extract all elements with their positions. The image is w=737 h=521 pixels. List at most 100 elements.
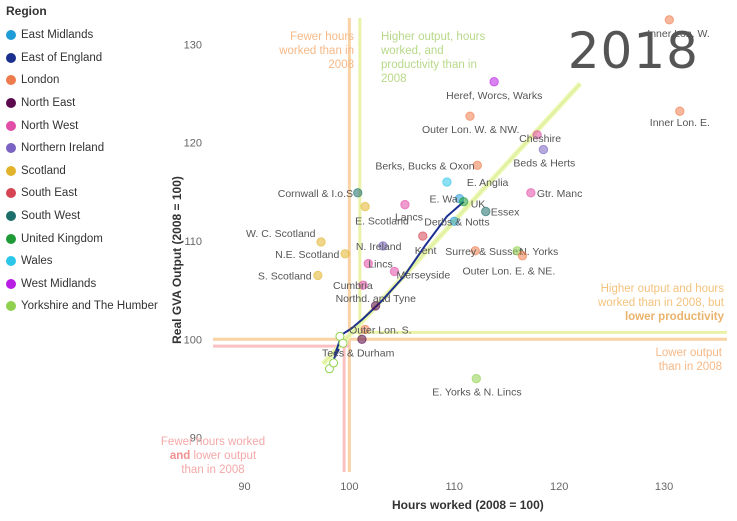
scatter-point <box>481 206 491 217</box>
legend-label: North East <box>21 97 76 110</box>
legend-item[interactable]: London <box>6 69 166 92</box>
note-fewer-hours-lower-output: Fewer hours worked and lower output than… <box>160 435 266 477</box>
legend-item[interactable]: West Midlands <box>6 273 166 296</box>
legend-label: Scotland <box>21 164 66 177</box>
y-tick-label: 90 <box>190 433 202 445</box>
scatter-point <box>664 15 675 25</box>
scatter-point <box>378 241 388 251</box>
year-label: 2018 <box>567 22 699 80</box>
legend-item[interactable]: South East <box>6 182 166 205</box>
scatter-point <box>675 106 685 116</box>
legend-item[interactable]: North East <box>6 92 166 115</box>
scatter-point <box>449 216 459 227</box>
note-lower-productivity: Higher output and hours worked than in 2… <box>584 282 724 324</box>
x-axis-title: Hours worked (2008 = 100) <box>392 498 544 512</box>
scatter-point <box>358 280 368 290</box>
trajectory-marker <box>338 338 348 348</box>
legend-label: North West <box>21 119 79 132</box>
scatter-point <box>313 270 323 281</box>
scatter-point <box>357 334 367 344</box>
point-label: Tees & Durham <box>322 347 395 359</box>
point-label: E. Anglia <box>467 177 509 189</box>
legend-item[interactable]: United Kingdom <box>6 227 166 250</box>
scatter-point <box>316 237 326 247</box>
legend-label: East of England <box>21 51 103 64</box>
legend-marker <box>6 301 16 312</box>
legend-marker <box>6 120 16 131</box>
point-label: Berks, Bucks & Oxon <box>375 160 474 172</box>
point-label: Outer Lon. W. & NW. <box>422 124 519 136</box>
legend-item[interactable]: Wales <box>6 250 166 273</box>
point-label: N. Yorks <box>519 246 558 258</box>
legend-marker <box>6 211 16 222</box>
legend-item[interactable]: North West <box>6 114 166 137</box>
point-label: Derbs & Notts <box>424 216 489 228</box>
scatter-point <box>442 177 452 187</box>
point-label: Surrey & Sussex <box>445 246 524 258</box>
point-label: Inner Lon. E. <box>650 117 710 129</box>
legend-marker <box>6 143 16 154</box>
scatter-point <box>532 130 542 140</box>
legend-marker <box>6 188 16 199</box>
x-tick-label: 130 <box>655 481 673 493</box>
point-label: Lancs <box>395 212 423 224</box>
scatter-point <box>459 196 469 207</box>
scatter-point <box>489 77 499 87</box>
scatter-point <box>465 111 475 121</box>
point-label: Merseyside <box>396 269 450 281</box>
note-lower-productivity-bold: lower productivity <box>624 311 724 323</box>
trajectory-marker <box>329 358 339 368</box>
legend-marker <box>6 30 16 41</box>
y-tick-label: 120 <box>184 138 202 150</box>
scatter-point <box>418 231 428 241</box>
y-tick-label: 130 <box>184 39 202 51</box>
legend-item[interactable]: East Midlands <box>6 24 166 47</box>
point-label: Gtr. Manc <box>537 188 583 200</box>
legend-marker <box>6 278 16 289</box>
x-tick-label: 100 <box>340 481 358 493</box>
point-label: Cornwall & I.o.S <box>278 188 353 200</box>
x-tick-label: 120 <box>550 481 568 493</box>
note-lower-productivity-text: Higher output and hours worked than in 2… <box>598 283 724 309</box>
legend-item[interactable]: Yorkshire and The Humber <box>6 295 166 318</box>
legend-label: West Midlands <box>21 277 97 290</box>
scatter-point <box>526 188 536 198</box>
y-axis-title: Real GVA Output (2008 = 100) <box>170 176 184 344</box>
scatter-point <box>363 258 373 269</box>
point-label: Kent <box>415 245 437 257</box>
legend-marker <box>6 233 16 244</box>
point-label: Inner Lon. W. <box>647 28 709 40</box>
point-label: Cheshire <box>519 133 561 145</box>
note-bl-bold: and <box>169 450 191 462</box>
legend-marker <box>6 75 16 86</box>
legend-label: East Midlands <box>21 29 94 42</box>
x-tick-label: 90 <box>238 481 250 493</box>
scatter-point <box>538 144 549 155</box>
note-bl-part1: Fewer hours worked <box>160 436 266 448</box>
point-label: E. Wa <box>430 194 458 206</box>
point-label: Beds & Herts <box>513 158 575 170</box>
point-label: W. C. Scotland <box>246 228 316 240</box>
point-label: Northd. and Tyne <box>336 293 417 305</box>
legend-label: South East <box>21 187 78 200</box>
scatter-point <box>360 324 370 335</box>
legend-marker <box>6 165 16 176</box>
scatter-point <box>517 251 528 261</box>
point-label: Outer Lon. S. <box>349 324 411 336</box>
point-label: E. Scotland <box>355 216 409 228</box>
point-label: UK <box>471 199 486 211</box>
legend-item[interactable]: East of England <box>6 47 166 70</box>
legend-label: United Kingdom <box>21 232 103 245</box>
legend-marker <box>6 256 16 267</box>
legend-marker <box>6 98 16 109</box>
point-label: N.E. Scotland <box>275 249 339 261</box>
scatter-point <box>360 201 370 212</box>
legend-item[interactable]: Northern Ireland <box>6 137 166 160</box>
legend-item[interactable]: South West <box>6 205 166 228</box>
scatter-point <box>370 301 381 311</box>
legend-item[interactable]: Scotland <box>6 160 166 183</box>
note-higher-all: Higher output, hours worked, and product… <box>381 31 486 85</box>
point-label: S. Scotland <box>258 270 312 282</box>
legend-label: Yorkshire and The Humber <box>21 300 158 313</box>
scatter-point <box>400 199 410 210</box>
